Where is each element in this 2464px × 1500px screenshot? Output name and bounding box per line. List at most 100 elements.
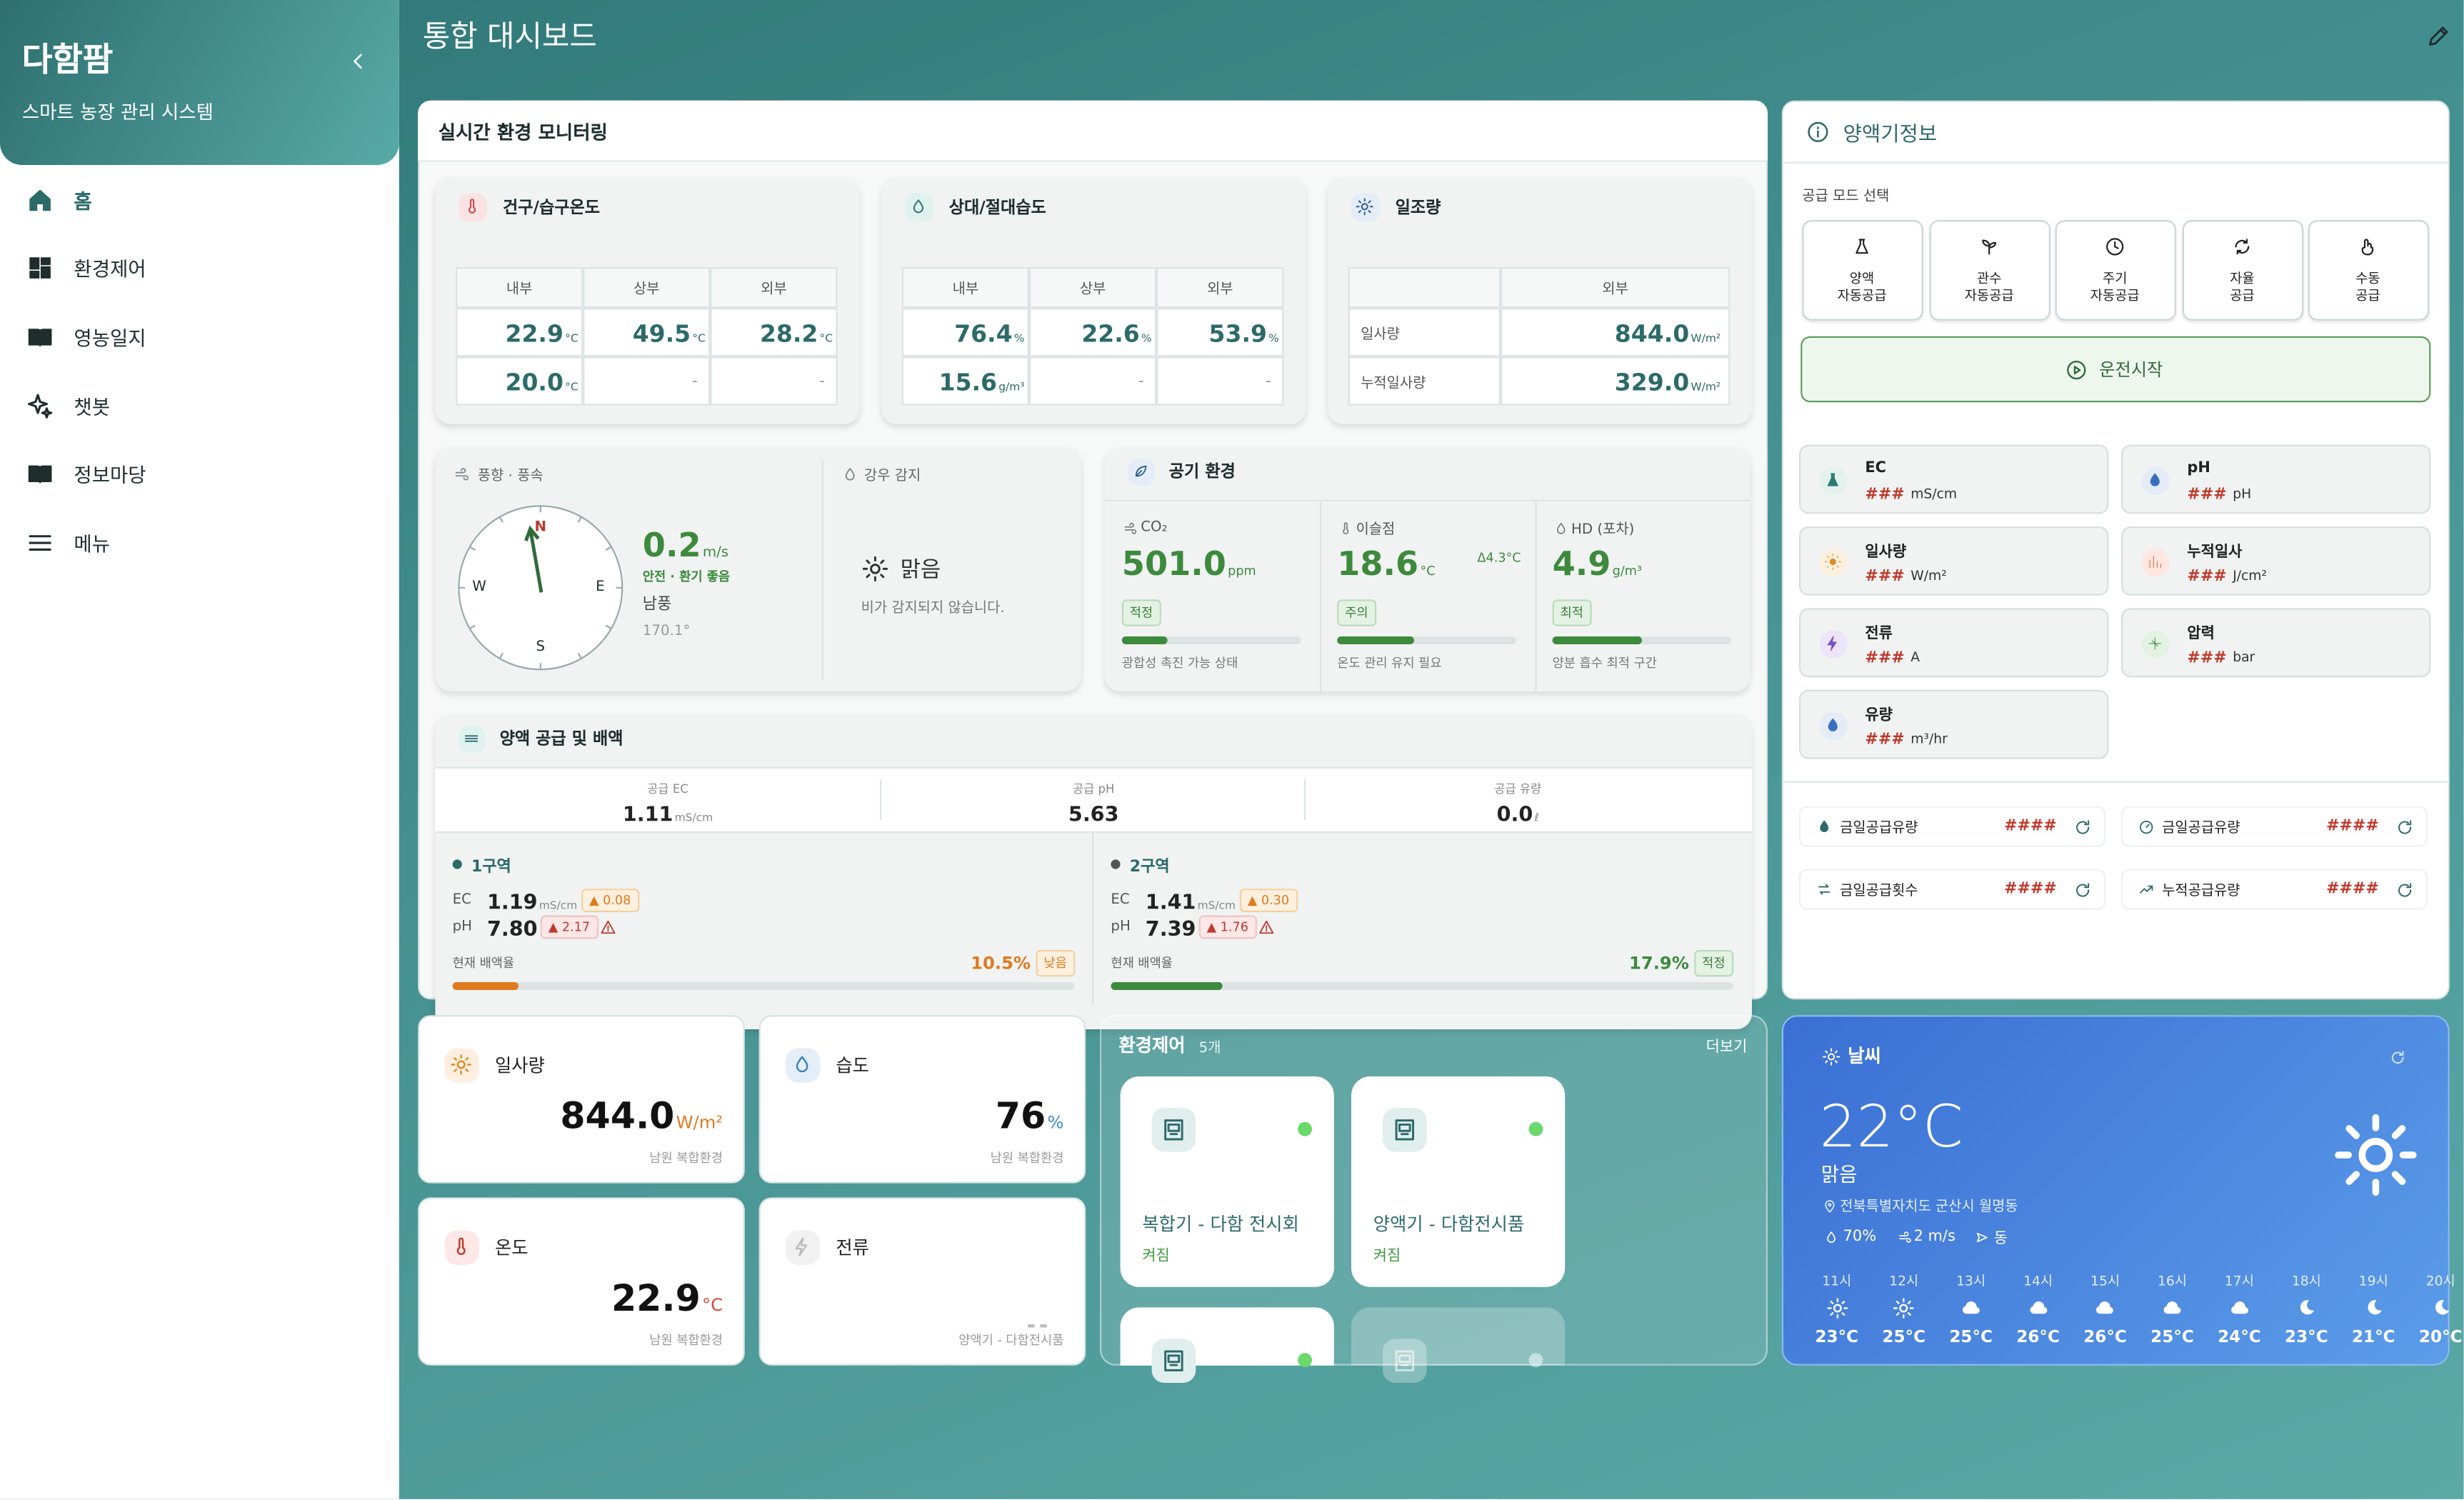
drain-label: 현재 배액율 [452, 956, 515, 971]
icon-path [1164, 1350, 1183, 1371]
hour-time: 18시 [2291, 1274, 2321, 1291]
icon-path [796, 1056, 809, 1074]
icon [29, 189, 50, 211]
badge: ▲ 1.76 [1198, 915, 1256, 939]
icon [1395, 1350, 1414, 1371]
device-name: 복합기 - 다함 전시회 [1142, 1213, 1299, 1236]
rain-message: 비가 감지되지 않습니다. [861, 601, 1005, 617]
icon-path [457, 1238, 466, 1256]
nav-item[interactable]: 정보마당 [74, 462, 146, 486]
control-count: 5개 [1198, 1041, 1221, 1057]
drain-fill [452, 982, 519, 990]
supply-label: 공급 pH [1072, 781, 1115, 796]
value: 28.2 [759, 319, 818, 349]
mode-text: 주기 [2102, 271, 2128, 288]
icon [913, 200, 925, 214]
value: 0.0 [1496, 804, 1533, 828]
sensor-unit: J/cm² [2233, 569, 2268, 585]
table-cell [710, 356, 838, 406]
icon-path [2150, 474, 2160, 487]
value: 4.9 [1552, 545, 1611, 584]
value: 1.19 [487, 891, 538, 916]
status-dot [1528, 1353, 1543, 1367]
mode-button[interactable] [2182, 220, 2304, 321]
icon-path [1828, 719, 1838, 732]
icon [469, 199, 477, 214]
icon-path [455, 468, 469, 481]
nav-item[interactable]: 환경제어 [74, 256, 146, 281]
row-label: 누적일사량 [1361, 376, 1426, 392]
divider [1781, 781, 2450, 783]
nav-item[interactable]: 홈 [74, 189, 92, 214]
unit: °C [565, 381, 579, 394]
wind-degrees: 170.1° [642, 624, 691, 640]
table-cell [1029, 356, 1157, 406]
sensor-name: EC [1865, 459, 1887, 477]
progress-fill [1121, 636, 1167, 644]
mode-button[interactable] [1929, 220, 2050, 321]
unit: % [1013, 332, 1025, 345]
compass-s: S [536, 639, 546, 656]
icon-path [2361, 239, 2374, 256]
unit: % [1141, 332, 1152, 345]
air-label: CO₂ [1141, 520, 1168, 536]
unit: W/m² [676, 1112, 723, 1134]
icon-box [785, 1230, 821, 1266]
icon [2149, 638, 2162, 651]
card-title: 건구/습구온도 [503, 199, 600, 218]
table-head [456, 267, 584, 309]
value: 1.11 [622, 804, 673, 828]
hour-time: 14시 [2023, 1274, 2053, 1291]
tile-value: -- [1026, 1314, 1051, 1339]
start-button[interactable] [1801, 336, 2431, 403]
mode-button[interactable] [2308, 220, 2430, 321]
nav-item[interactable]: 챗봇 [74, 395, 111, 419]
table-cell [456, 308, 584, 357]
icon-path [1898, 1231, 1910, 1242]
control-more[interactable]: 더보기 [1706, 1039, 1748, 1056]
badge: ▲ 2.17 [540, 915, 599, 939]
value: 501.0 [1121, 545, 1226, 584]
icon-path [1259, 920, 1274, 934]
weather-panel [1781, 1015, 2450, 1366]
icon-path [2075, 819, 2089, 834]
column-header: 내부 [506, 281, 533, 298]
icon-path [451, 1055, 473, 1076]
mode-text: 수동 [2355, 271, 2380, 288]
air-note: 온도 관리 유지 필요 [1337, 656, 1442, 671]
supply-row [435, 766, 1752, 833]
sensor-value: ### [2187, 568, 2227, 586]
progress-track [1552, 636, 1732, 644]
icon-box [1351, 192, 1381, 222]
table-cell [1348, 356, 1501, 406]
icon-path [2368, 1299, 2382, 1314]
nav-item[interactable]: 메뉴 [74, 531, 111, 556]
table-head [1029, 267, 1157, 309]
table-cell [583, 308, 711, 357]
stat-row [1799, 806, 2105, 847]
icon [1855, 239, 1868, 254]
icon-path [1123, 521, 1136, 534]
icon-path [1826, 1231, 1835, 1242]
icon-box [1127, 458, 1154, 485]
ph-label: pH [1111, 919, 1131, 935]
cell-value: 49.5 °C [633, 319, 706, 349]
value: 76.4 [954, 319, 1013, 349]
icon [2300, 1299, 2315, 1314]
icon [451, 1055, 473, 1076]
icon-path [2235, 239, 2250, 255]
hour-time: 16시 [2157, 1274, 2188, 1291]
stat-tile [418, 1015, 745, 1184]
icon [601, 920, 616, 934]
mode-button[interactable] [1802, 220, 1923, 321]
icon-box [1152, 1108, 1196, 1151]
icon-path [1962, 1300, 1980, 1314]
tile-title: 습도 [836, 1054, 869, 1076]
sensor-tile [2121, 444, 2431, 514]
icon-path [1821, 1047, 1840, 1065]
nav-item[interactable]: 영농일지 [74, 326, 146, 350]
mode-button[interactable] [2055, 220, 2176, 321]
value: 7.80 [487, 918, 538, 942]
stat-row [2121, 806, 2428, 847]
badge: 적정 [1694, 949, 1733, 977]
